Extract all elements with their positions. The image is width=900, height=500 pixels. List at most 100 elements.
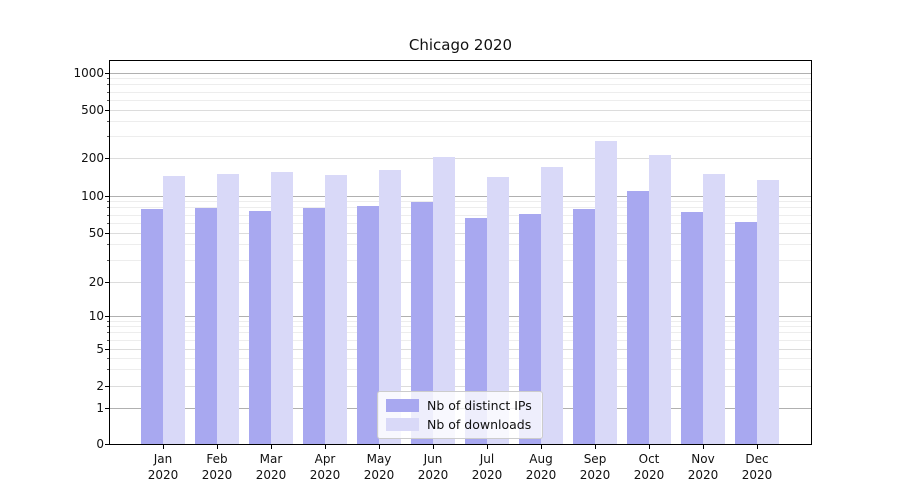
major-gridline	[110, 233, 811, 234]
x-tick-label-may: May 2020	[363, 452, 395, 482]
x-tick-mark	[271, 445, 272, 449]
x-tick-label-oct: Oct 2020	[633, 452, 665, 482]
y-tick-mark	[105, 348, 109, 350]
legend: Nb of distinct IPs Nb of downloads	[377, 391, 543, 439]
y-minor-tick-mark	[107, 136, 109, 137]
x-tick-mark	[757, 445, 758, 449]
bar-distinct-ips-mar	[249, 210, 271, 444]
legend-item-downloads: Nb of downloads	[386, 417, 532, 432]
bar-downloads-aug	[541, 166, 563, 444]
x-tick-label-jul: Jul 2020	[471, 452, 503, 482]
x-tick-mark	[163, 445, 164, 449]
minor-gridline	[110, 92, 811, 93]
x-tick-label-dec: Dec 2020	[741, 452, 773, 482]
x-tick-mark	[541, 445, 542, 449]
bar-distinct-ips-feb	[195, 207, 217, 444]
bar-downloads-jul	[487, 176, 509, 444]
y-tick-mark	[105, 281, 109, 283]
y-minor-tick-mark	[107, 244, 109, 245]
y-minor-tick-mark	[107, 215, 109, 216]
bar-distinct-ips-apr	[303, 207, 325, 444]
plot-area	[109, 60, 812, 445]
bar-downloads-jun	[433, 157, 455, 444]
bar-downloads-sep	[595, 141, 617, 444]
y-minor-tick-mark	[107, 340, 109, 341]
minor-gridline	[110, 358, 811, 359]
bar-distinct-ips-may	[357, 205, 379, 444]
bar-downloads-nov	[703, 173, 725, 444]
x-tick-label-feb: Feb 2020	[201, 452, 233, 482]
y-tick-mark	[105, 72, 109, 74]
y-tick-label: 50	[88, 226, 104, 240]
bar-downloads-oct	[649, 154, 671, 444]
x-tick-label-mar: Mar 2020	[255, 452, 287, 482]
major-gridline	[110, 196, 811, 197]
y-tick-mark	[105, 443, 109, 445]
x-tick-mark	[325, 445, 326, 449]
y-tick-label: 1000	[73, 66, 104, 80]
minor-gridline	[110, 207, 811, 208]
y-minor-tick-mark	[107, 121, 109, 122]
y-tick-label: 2	[96, 379, 104, 393]
minor-gridline	[110, 326, 811, 327]
y-tick-label: 5	[96, 342, 104, 356]
y-tick-label: 100	[81, 189, 104, 203]
y-minor-tick-mark	[107, 201, 109, 202]
legend-swatch-downloads	[386, 418, 419, 431]
y-minor-tick-mark	[107, 332, 109, 333]
y-tick-mark	[105, 385, 109, 387]
x-tick-mark	[649, 445, 650, 449]
y-tick-mark	[105, 315, 109, 317]
y-minor-tick-mark	[107, 326, 109, 327]
bar-downloads-jan	[163, 175, 185, 444]
minor-gridline	[110, 223, 811, 224]
y-minor-tick-mark	[107, 223, 109, 224]
x-tick-label-aug: Aug 2020	[525, 452, 557, 482]
minor-gridline	[110, 215, 811, 216]
bar-distinct-ips-jan	[141, 209, 163, 444]
minor-gridline	[110, 321, 811, 322]
y-tick-label: 10	[88, 309, 104, 323]
y-tick-label: 0	[96, 437, 104, 451]
major-gridline	[110, 73, 811, 74]
bar-distinct-ips-nov	[681, 212, 703, 444]
bar-distinct-ips-aug	[519, 214, 541, 444]
minor-gridline	[110, 332, 811, 333]
x-tick-mark	[379, 445, 380, 449]
y-minor-tick-mark	[107, 207, 109, 208]
x-tick-mark	[487, 445, 488, 449]
y-minor-tick-mark	[107, 321, 109, 322]
major-gridline	[110, 282, 811, 283]
x-tick-mark	[217, 445, 218, 449]
bar-distinct-ips-jun	[411, 201, 433, 444]
x-tick-mark	[433, 445, 434, 449]
minor-gridline	[110, 100, 811, 101]
x-tick-mark	[595, 445, 596, 449]
legend-swatch-distinct-ips	[386, 399, 419, 412]
minor-gridline	[110, 84, 811, 85]
x-tick-mark	[703, 445, 704, 449]
y-tick-mark	[105, 232, 109, 234]
major-gridline	[110, 158, 811, 159]
x-tick-label-jan: Jan 2020	[147, 452, 179, 482]
major-gridline	[110, 110, 811, 111]
y-tick-label: 200	[81, 151, 104, 165]
y-minor-tick-mark	[107, 369, 109, 370]
y-minor-tick-mark	[107, 84, 109, 85]
legend-item-distinct-ips: Nb of distinct IPs	[386, 398, 532, 413]
minor-gridline	[110, 121, 811, 122]
major-gridline	[110, 316, 811, 317]
y-minor-tick-mark	[107, 92, 109, 93]
x-tick-label-nov: Nov 2020	[687, 452, 719, 482]
minor-gridline	[110, 201, 811, 202]
y-tick-mark	[105, 157, 109, 159]
x-tick-label-jun: Jun 2020	[417, 452, 449, 482]
y-tick-label: 20	[88, 275, 104, 289]
legend-label-downloads: Nb of downloads	[427, 417, 532, 432]
y-tick-label: 500	[81, 103, 104, 117]
minor-gridline	[110, 369, 811, 370]
y-minor-tick-mark	[107, 100, 109, 101]
bar-distinct-ips-sep	[573, 209, 595, 444]
minor-gridline	[110, 244, 811, 245]
